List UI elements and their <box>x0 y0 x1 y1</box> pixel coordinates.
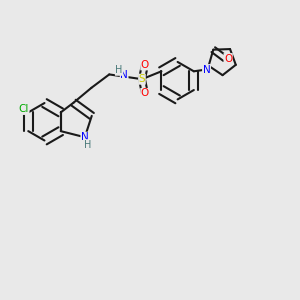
Text: O: O <box>141 60 149 70</box>
Text: O: O <box>224 54 232 64</box>
Text: N: N <box>81 132 89 142</box>
Text: H: H <box>116 65 123 75</box>
Text: S: S <box>139 74 145 84</box>
Text: N: N <box>203 65 211 75</box>
Text: N: N <box>120 70 128 80</box>
Text: O: O <box>141 88 149 98</box>
Text: N: N <box>203 65 211 75</box>
Text: H: H <box>83 140 91 150</box>
Text: Cl: Cl <box>19 104 29 114</box>
